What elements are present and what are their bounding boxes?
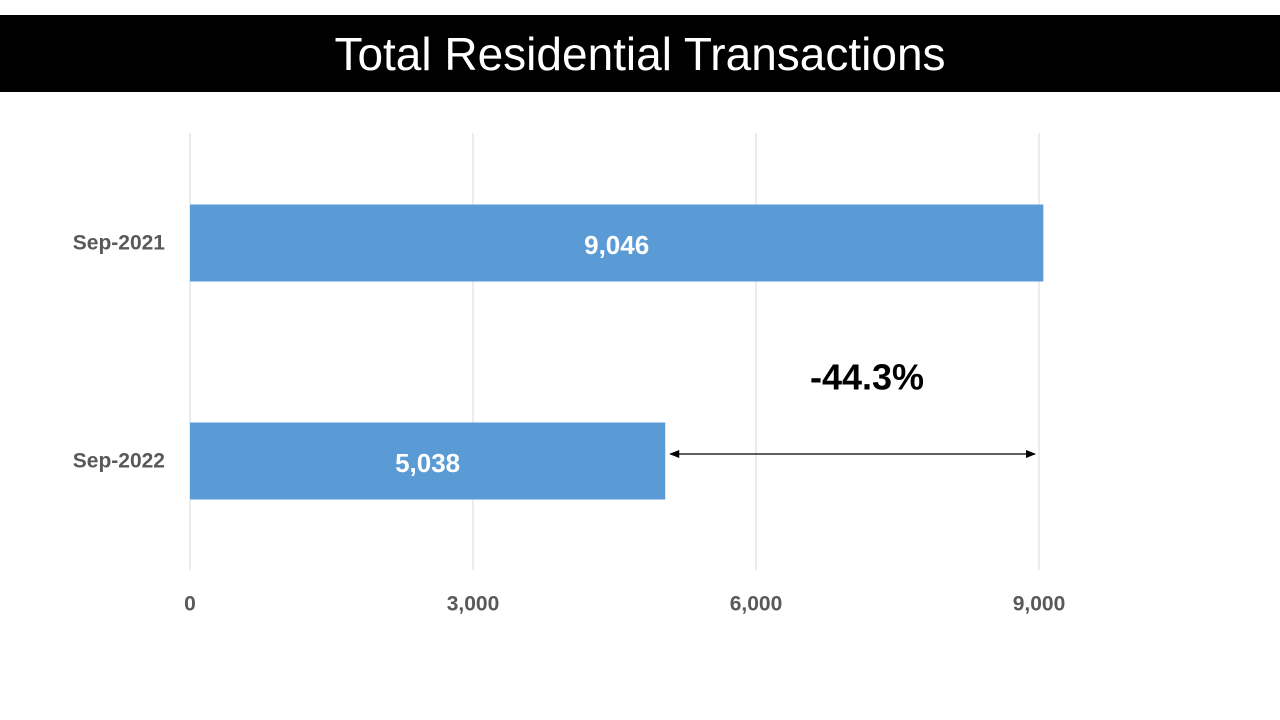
- labels: 0 3,000 6,000 9,000 Sep-2021 9,046 Sep-2022 5,0…: [73, 230, 1066, 616]
- bar: [190, 204, 1044, 282]
- data-label: 9,046: [584, 230, 649, 260]
- x-tick-label: 3,000: [447, 593, 500, 616]
- gridlines: [189, 133, 1040, 570]
- category-label: Sep-2022: [73, 450, 165, 473]
- chart-title: Total Residential Transactions: [334, 27, 946, 80]
- x-tick-label: 0: [184, 593, 196, 616]
- bar: [190, 422, 666, 500]
- bars: [190, 204, 1044, 500]
- x-tick-label: 6,000: [730, 593, 783, 616]
- percent-change-label: -44.3%: [810, 357, 924, 398]
- category-label: Sep-2021: [73, 232, 166, 255]
- title-bar: Total Residential Transactions: [0, 15, 1280, 92]
- data-label: 5,038: [395, 448, 460, 478]
- x-tick-label: 9,000: [1013, 593, 1066, 616]
- annotations: -44.3%: [669, 357, 1036, 458]
